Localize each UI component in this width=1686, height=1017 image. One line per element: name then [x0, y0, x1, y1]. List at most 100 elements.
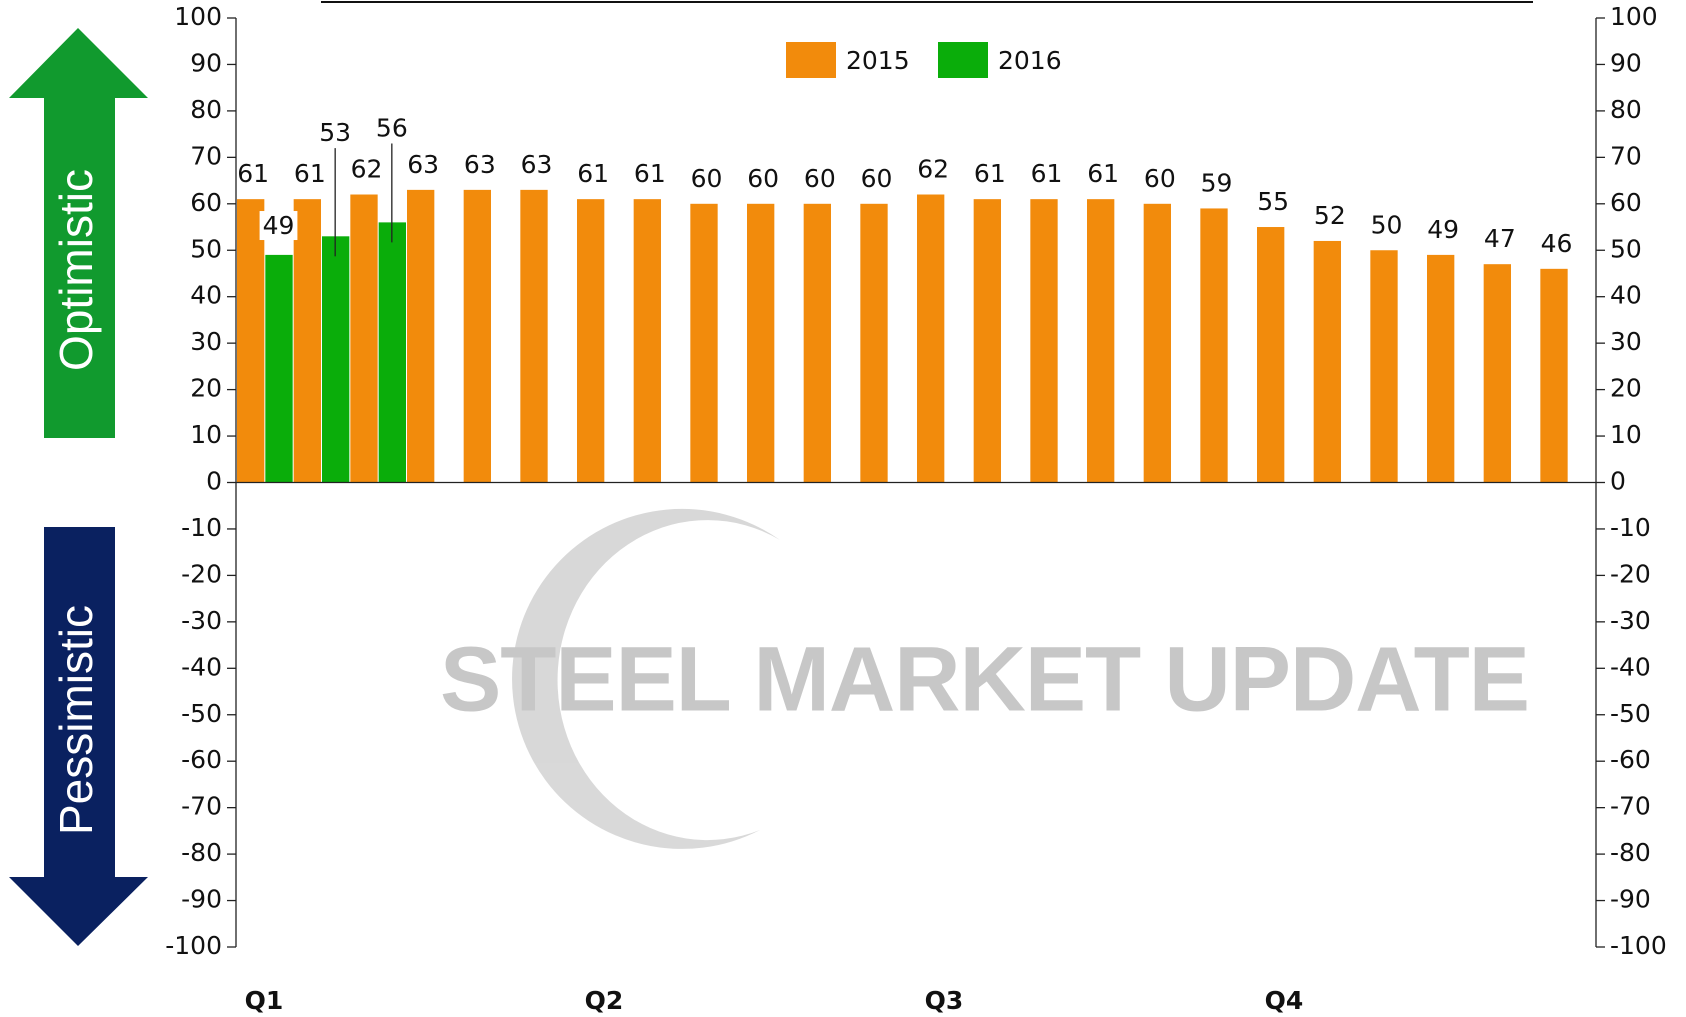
data-label: 53: [319, 118, 351, 147]
y-tick-label: 40: [190, 281, 222, 310]
y-tick-label: 60: [190, 188, 222, 217]
y-tick-label: -20: [181, 559, 222, 588]
data-label: 50: [1371, 210, 1403, 239]
y-tick-label: 90: [190, 48, 222, 77]
y2-tick-label: -10: [1610, 513, 1651, 542]
bar: [1313, 240, 1341, 483]
data-label: 60: [691, 164, 723, 193]
legend-swatch: [786, 42, 836, 78]
y-tick-label: 50: [190, 234, 222, 263]
label-bg: [259, 211, 298, 241]
bar: [1030, 199, 1058, 483]
y2-tick-label: -80: [1610, 838, 1651, 867]
data-label: 61: [634, 159, 666, 188]
y-tick-label: 10: [190, 420, 222, 449]
data-label: 60: [861, 164, 893, 193]
bar: [1087, 199, 1115, 483]
bar: [1143, 203, 1171, 483]
y-tick-label: -70: [181, 792, 222, 821]
bar: [577, 199, 605, 483]
y-tick-label: 80: [190, 95, 222, 124]
data-label: 46: [1541, 229, 1573, 258]
bar: [803, 203, 831, 483]
data-label: 55: [1257, 187, 1289, 216]
legend-swatch: [938, 42, 988, 78]
y-tick-label: 0: [206, 467, 222, 496]
bar: [1540, 268, 1568, 483]
data-label: 62: [917, 155, 949, 184]
y2-tick-label: 90: [1610, 48, 1642, 77]
bar: [747, 203, 775, 483]
bar: [265, 254, 293, 483]
y-tick-label: -10: [181, 513, 222, 542]
y2-tick-label: -40: [1610, 652, 1651, 681]
bar: [407, 189, 435, 483]
y2-tick-label: 0: [1610, 467, 1626, 496]
bar: [378, 222, 406, 483]
up-arrow: Optimistic: [9, 28, 148, 438]
pessimistic-label: Pessimistic: [50, 605, 102, 835]
y-tick-label: -100: [165, 931, 222, 960]
bar: [917, 194, 945, 483]
bar: [690, 203, 718, 483]
watermark-text: STEEL MARKET UPDATE: [440, 628, 1530, 730]
data-label: 61: [294, 159, 326, 188]
data-label: 60: [1144, 164, 1176, 193]
y2-tick-label: -20: [1610, 559, 1651, 588]
data-label: 61: [577, 159, 609, 188]
data-label: 49: [1427, 215, 1459, 244]
y-tick-label: -80: [181, 838, 222, 867]
data-label: 61: [974, 159, 1006, 188]
data-label: 56: [376, 113, 408, 142]
y2-tick-label: -70: [1610, 792, 1651, 821]
data-label: 49: [263, 211, 295, 240]
x-tick-label: Q4: [1265, 986, 1304, 1015]
data-label: 63: [464, 150, 496, 179]
bar: [860, 203, 888, 483]
y2-tick-label: -30: [1610, 606, 1651, 635]
data-label: 61: [1031, 159, 1063, 188]
legend-label: 2015: [846, 46, 910, 75]
x-tick-label: Q3: [925, 986, 964, 1015]
bar: [350, 194, 378, 483]
y2-tick-label: -100: [1610, 931, 1667, 960]
y2-tick-label: 40: [1610, 281, 1642, 310]
y2-tick-label: 50: [1610, 234, 1642, 263]
bar: [322, 236, 350, 483]
watermark: STEEL MARKET UPDATE: [440, 508, 1530, 849]
data-label: 61: [1087, 159, 1119, 188]
x-tick-label: Q1: [245, 986, 284, 1015]
y2-tick-label: -60: [1610, 745, 1651, 774]
down-arrow: Pessimistic: [9, 527, 148, 946]
bar: [1427, 254, 1455, 483]
y-tick-label: -50: [181, 699, 222, 728]
bar: [973, 199, 1001, 483]
data-label: 60: [804, 164, 836, 193]
y2-tick-label: -50: [1610, 699, 1651, 728]
bar: [633, 199, 661, 483]
y-tick-label: -40: [181, 652, 222, 681]
data-label: 61: [237, 159, 269, 188]
bar: [1483, 264, 1511, 483]
y-tick-label: 100: [174, 2, 222, 31]
y2-tick-label: 70: [1610, 141, 1642, 170]
y2-tick-label: -90: [1610, 885, 1651, 914]
optimistic-label: Optimistic: [50, 169, 102, 371]
x-tick-label: Q2: [585, 986, 624, 1015]
data-label: 63: [407, 150, 439, 179]
data-label: 60: [747, 164, 779, 193]
y2-tick-label: 80: [1610, 95, 1642, 124]
y2-tick-label: 60: [1610, 188, 1642, 217]
bar: [1370, 250, 1398, 483]
data-label: 52: [1314, 201, 1346, 230]
bar: [237, 199, 265, 483]
y2-tick-label: 30: [1610, 327, 1642, 356]
bar: [463, 189, 491, 483]
y-tick-label: 20: [190, 374, 222, 403]
bar: [293, 199, 321, 483]
legend-label: 2016: [998, 46, 1062, 75]
bar: [1200, 208, 1228, 483]
y2-tick-label: 20: [1610, 374, 1642, 403]
bar: [1257, 227, 1285, 483]
